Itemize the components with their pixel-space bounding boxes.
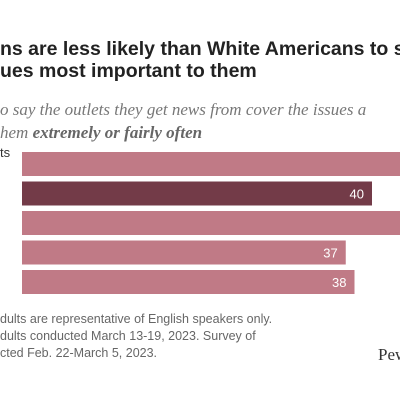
bar-chart: ts 40 37 38: [0, 145, 400, 294]
note-line-2: dults conducted March 13-19, 2023. Surve…: [0, 329, 256, 343]
footnote: dults are representative of English spea…: [0, 311, 300, 362]
bar-5: [22, 270, 355, 294]
value-label-5: 38: [332, 275, 346, 290]
chart-subtitle: o say the outlets they get news from cov…: [0, 98, 400, 144]
brand-logo: Pew: [378, 345, 400, 364]
subtitle-line-2: hem extremely or fairly often: [0, 121, 400, 144]
value-label-4: 37: [323, 246, 337, 261]
bar-1: [22, 152, 400, 176]
bar-3: [22, 211, 400, 235]
subtitle-line-1: o say the outlets they get news from cov…: [0, 100, 367, 119]
chart-title: ns are less likely than White Americans …: [0, 38, 400, 82]
bar-2: [22, 181, 372, 206]
title-line-1: ns are less likely than White Americans …: [0, 38, 400, 60]
subtitle-line-2-text: hem: [0, 123, 33, 142]
value-label-2: 40: [350, 187, 364, 202]
subtitle-emphasis: extremely or fairly often: [32, 123, 203, 142]
title-line-2: ues most important to them: [0, 60, 257, 82]
category-label-1: ts: [0, 145, 11, 160]
note-line-1: dults are representative of English spea…: [0, 312, 273, 326]
bar-4: [22, 240, 346, 265]
note-line-3: cted Feb. 22-March 5, 2023.: [0, 346, 158, 360]
